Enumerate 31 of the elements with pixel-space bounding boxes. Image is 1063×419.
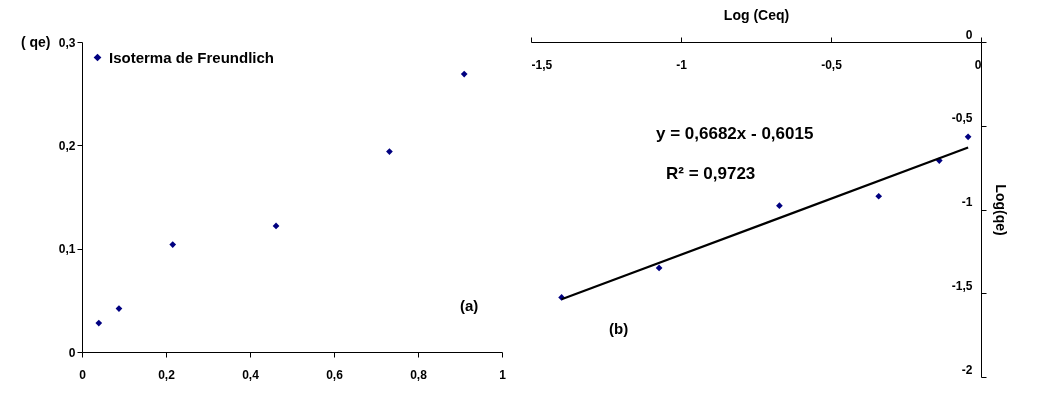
- x-tick-label: 0,6: [326, 367, 344, 382]
- point: [386, 148, 393, 155]
- y-tick-label: 0,3: [58, 35, 76, 50]
- legend-label: Isoterma de Freundlich: [109, 48, 275, 66]
- y-axis-title: ( qe): [20, 33, 51, 50]
- point: [460, 70, 468, 78]
- x-tick-label: 0: [79, 367, 87, 382]
- x-tick-label: -1,5: [531, 57, 553, 72]
- y-tick-label: 0,1: [58, 242, 76, 257]
- annotation: (a): [460, 297, 479, 314]
- y-tick-label: -2: [961, 362, 973, 377]
- y-tick-label: -0,5: [951, 111, 973, 126]
- x-tick-label: 0,2: [158, 367, 176, 382]
- y-tick-label: -1: [961, 195, 973, 209]
- point: [169, 241, 177, 248]
- point: [95, 319, 103, 327]
- x-axis-title: Log (Ceq): [723, 7, 790, 23]
- y-tick-label: 0: [68, 345, 76, 360]
- y-tick-label: -1,5: [951, 278, 973, 293]
- x-tick-label: 1: [499, 367, 507, 382]
- annotation: (b): [609, 320, 629, 337]
- y-tick-label: 0: [965, 27, 973, 42]
- annotation: R² = 0,9723: [666, 164, 756, 183]
- x-tick-label: 0,8: [410, 367, 428, 382]
- annotation: y = 0,6682x - 0,6015: [656, 124, 814, 143]
- x-tick-label: -1: [676, 57, 688, 72]
- y-axis-title: Log(qe): [993, 184, 1009, 236]
- x-tick-label: -0,5: [821, 57, 843, 72]
- x-tick-label: 0,4: [242, 367, 260, 382]
- point: [272, 222, 280, 230]
- y-tick-label: 0,2: [58, 138, 76, 153]
